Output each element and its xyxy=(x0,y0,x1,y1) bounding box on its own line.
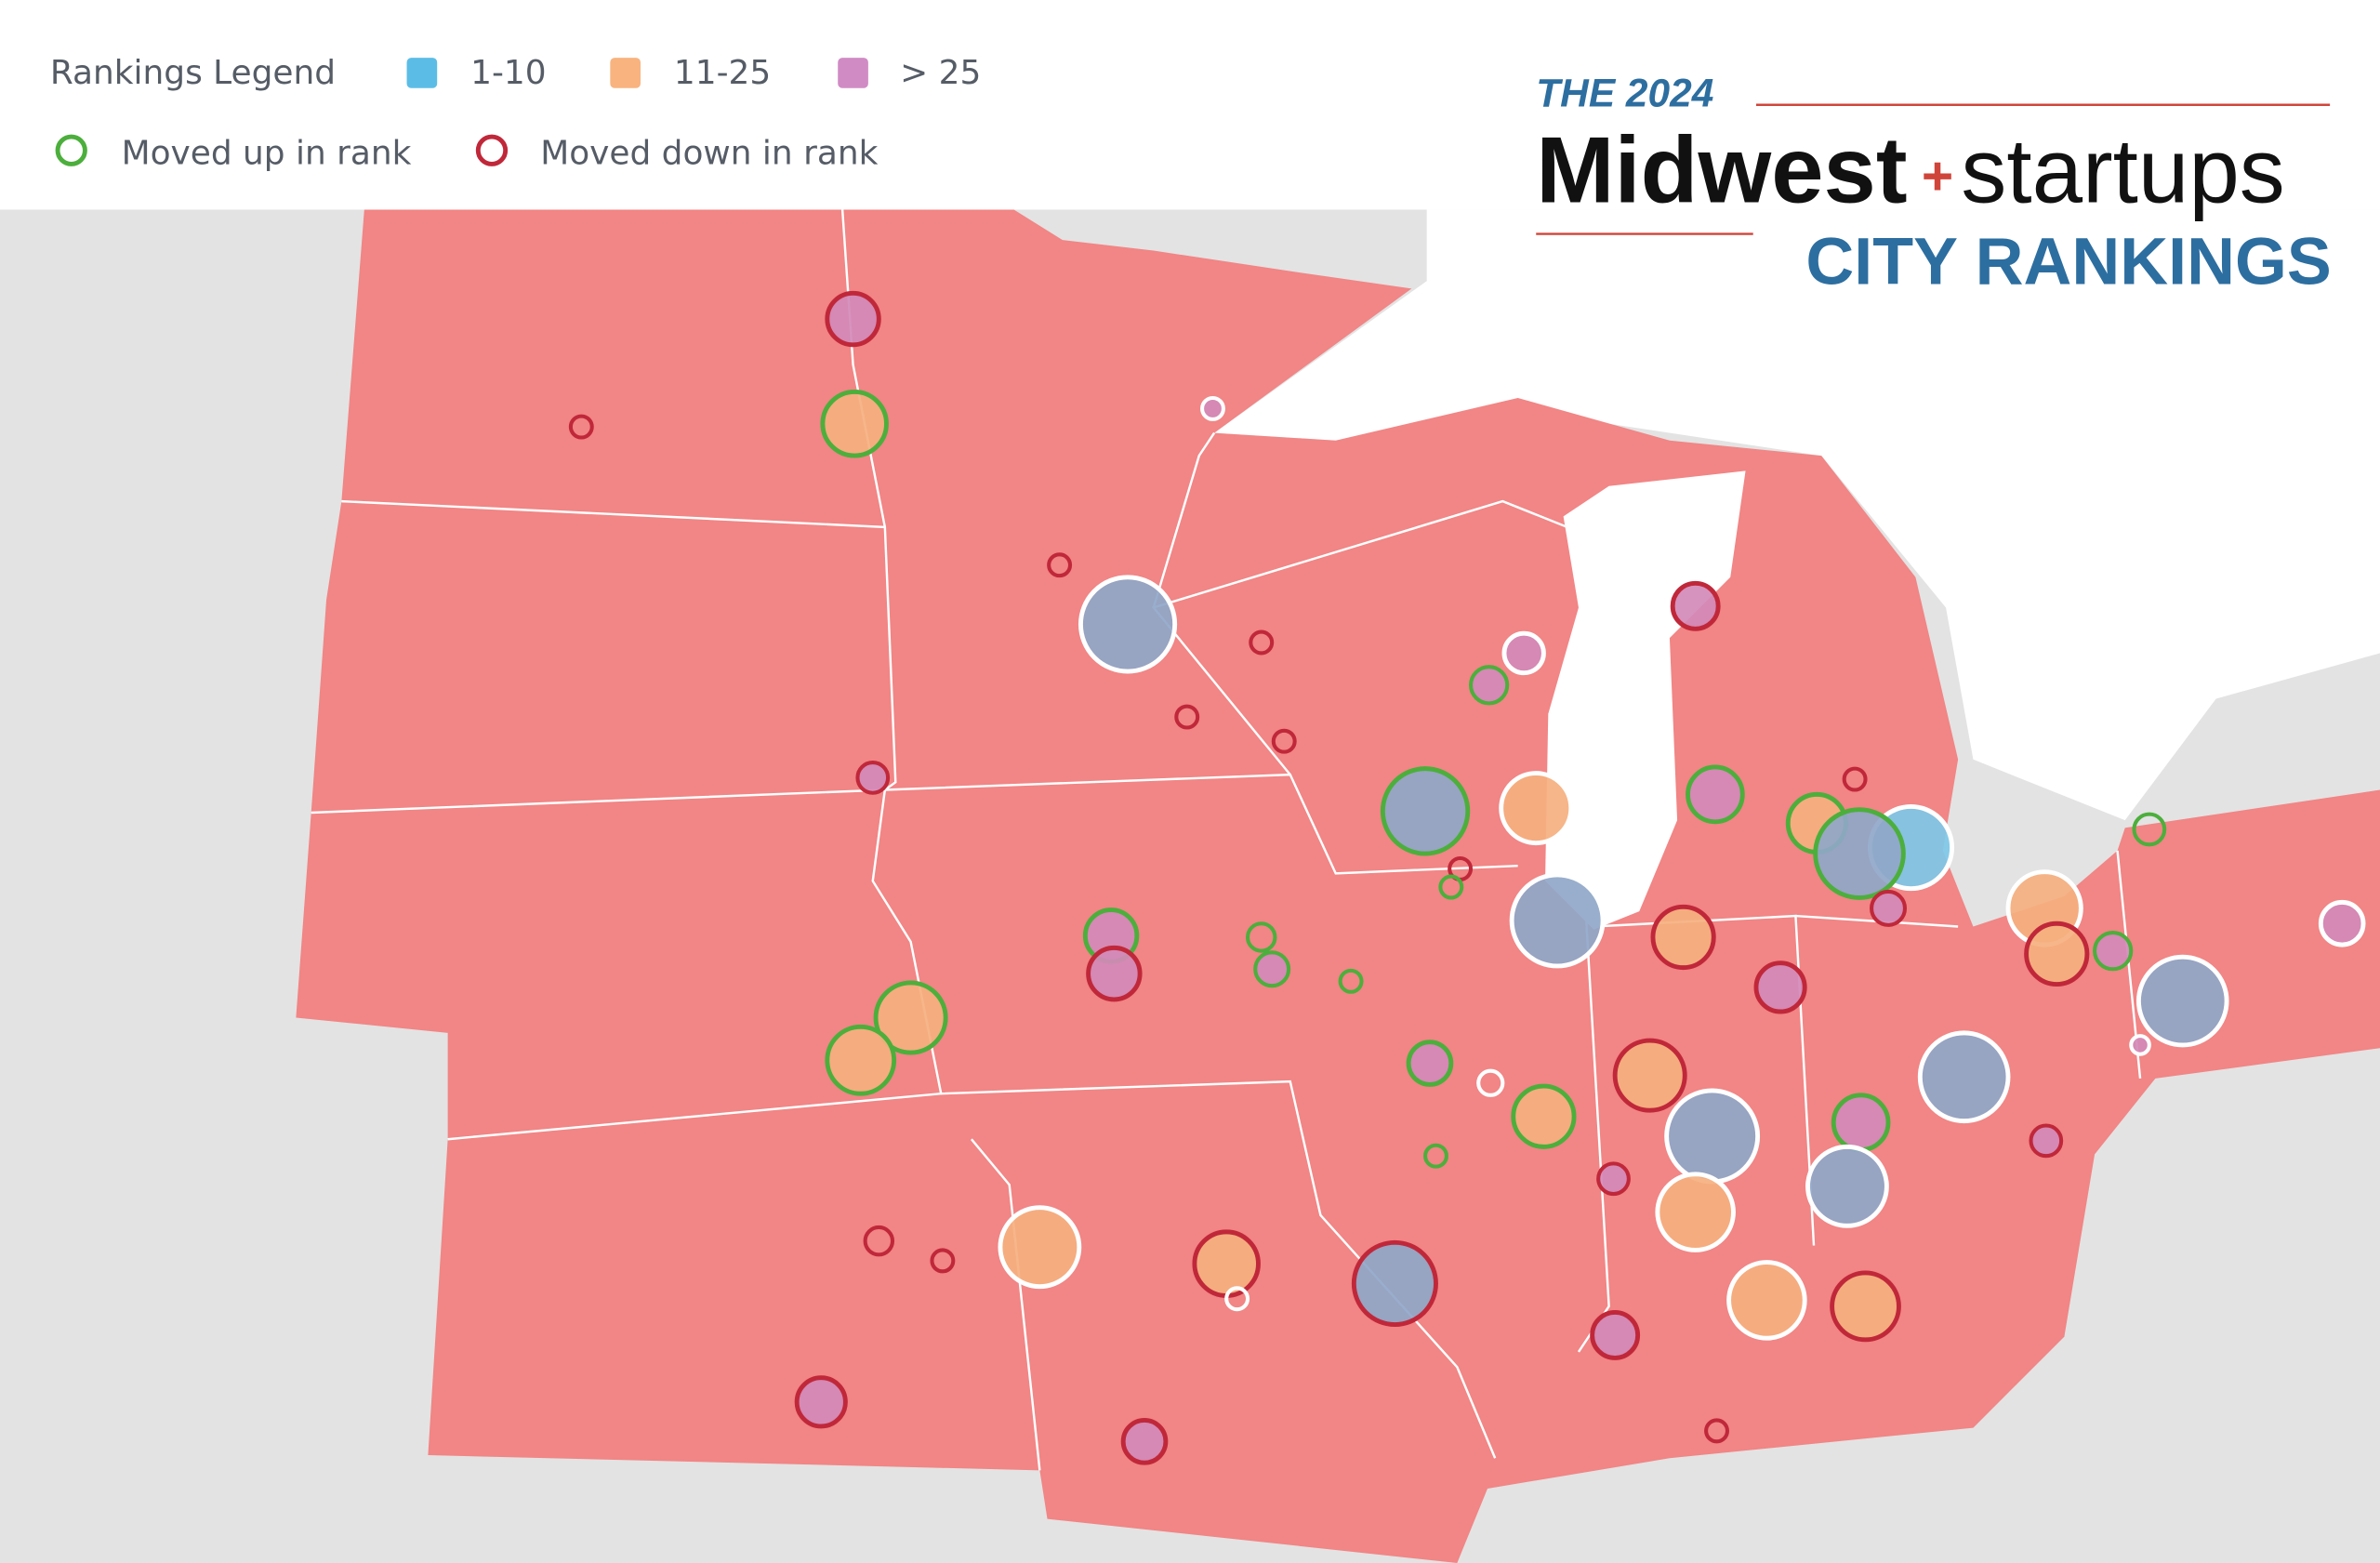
city-marker[interactable] xyxy=(1704,1418,1729,1444)
state-border xyxy=(1577,919,1610,1353)
city-marker[interactable] xyxy=(794,1375,848,1429)
city-marker[interactable] xyxy=(1830,1270,1901,1343)
city-marker[interactable] xyxy=(1509,872,1606,969)
city-marker[interactable] xyxy=(1253,950,1291,988)
city-marker[interactable] xyxy=(2024,921,2090,987)
city-marker[interactable] xyxy=(825,1024,897,1096)
city-marker[interactable] xyxy=(1351,1239,1438,1327)
city-marker[interactable] xyxy=(2129,1034,2151,1056)
city-marker[interactable] xyxy=(1726,1260,1807,1341)
logo-plus: + xyxy=(1922,146,1953,206)
city-marker[interactable] xyxy=(2029,1123,2064,1159)
city-marker[interactable] xyxy=(1655,1172,1736,1252)
city-marker[interactable] xyxy=(1650,904,1716,971)
city-marker[interactable] xyxy=(1200,395,1225,421)
city-marker[interactable] xyxy=(1870,889,1908,927)
city-marker[interactable] xyxy=(1174,704,1200,730)
city-marker[interactable] xyxy=(1612,1038,1687,1113)
city-marker[interactable] xyxy=(1192,1229,1261,1298)
logo-brand: Midwest xyxy=(1536,117,1907,222)
legend-symbol xyxy=(55,134,87,166)
city-marker[interactable] xyxy=(1805,1144,1889,1228)
city-marker[interactable] xyxy=(855,761,891,795)
city-marker[interactable] xyxy=(1438,874,1464,900)
legend-swatch xyxy=(406,58,438,88)
city-marker[interactable] xyxy=(1590,1310,1641,1360)
city-marker[interactable] xyxy=(873,980,948,1055)
city-marker[interactable] xyxy=(825,290,881,348)
city-marker[interactable] xyxy=(568,414,594,440)
city-marker[interactable] xyxy=(1406,1040,1454,1087)
city-marker[interactable] xyxy=(930,1248,956,1274)
city-marker[interactable] xyxy=(1501,630,1546,676)
legend-label: 11-25 xyxy=(674,54,771,92)
city-marker[interactable] xyxy=(1831,1093,1891,1153)
legend-label: 1-10 xyxy=(470,54,546,92)
city-markers xyxy=(568,290,2366,1465)
city-marker[interactable] xyxy=(1499,771,1574,846)
city-marker[interactable] xyxy=(2132,812,2167,847)
city-marker[interactable] xyxy=(820,390,889,458)
state-border xyxy=(341,499,897,791)
city-marker[interactable] xyxy=(1338,968,1364,994)
city-marker[interactable] xyxy=(998,1205,1082,1290)
city-marker[interactable] xyxy=(1086,945,1143,1002)
state-border xyxy=(1151,499,1580,775)
legend-label: > 25 xyxy=(900,54,981,92)
city-marker[interactable] xyxy=(1917,1030,2011,1124)
legend-label: Moved up in rank xyxy=(122,135,412,173)
city-marker[interactable] xyxy=(2135,954,2229,1048)
city-marker[interactable] xyxy=(863,1225,895,1257)
logo-year: THE 2024 xyxy=(1536,71,1713,114)
city-marker[interactable] xyxy=(1842,766,1868,792)
city-marker[interactable] xyxy=(1246,921,1277,953)
city-marker[interactable] xyxy=(1670,580,1721,631)
state-border xyxy=(970,1138,1041,1471)
legend-title: Rankings Legend xyxy=(50,54,336,92)
legend-symbol xyxy=(475,134,509,166)
legend-swatch xyxy=(838,58,868,88)
city-marker[interactable] xyxy=(1686,764,1745,825)
city-marker[interactable] xyxy=(1476,1068,1505,1097)
city-marker[interactable] xyxy=(1596,1161,1631,1197)
city-marker[interactable] xyxy=(1423,1143,1448,1169)
great-lakes-water xyxy=(1214,209,2380,821)
state-border xyxy=(884,773,1518,875)
city-marker[interactable] xyxy=(1469,665,1510,706)
state-border xyxy=(941,1080,1497,1459)
legend-swatch xyxy=(610,58,641,88)
city-marker[interactable] xyxy=(1120,1417,1169,1465)
city-marker[interactable] xyxy=(1380,766,1471,856)
city-marker[interactable] xyxy=(1753,960,1807,1014)
city-marker[interactable] xyxy=(1078,575,1178,674)
city-marker[interactable] xyxy=(1047,552,1073,578)
state-border xyxy=(840,209,887,528)
state-border xyxy=(1152,431,1216,608)
logo-name: startups xyxy=(1961,119,2284,221)
state-border xyxy=(311,788,943,1141)
city-marker[interactable] xyxy=(2093,931,2134,972)
logo-subtitle: CITY RANKINGS xyxy=(1805,224,2331,298)
city-marker[interactable] xyxy=(1271,728,1297,754)
city-marker[interactable] xyxy=(1664,1088,1761,1185)
legend-label: Moved down in rank xyxy=(540,135,878,173)
city-marker[interactable] xyxy=(1813,807,1906,900)
city-marker[interactable] xyxy=(2318,899,2366,947)
city-marker[interactable] xyxy=(1249,629,1275,656)
city-marker[interactable] xyxy=(1224,1286,1250,1312)
city-marker[interactable] xyxy=(1511,1083,1577,1149)
